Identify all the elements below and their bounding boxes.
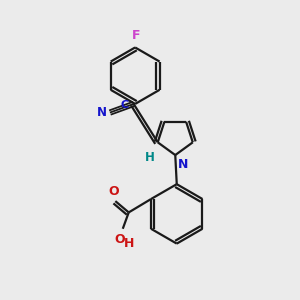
Text: C: C — [120, 100, 128, 110]
Text: H: H — [146, 151, 155, 164]
Text: O: O — [115, 233, 125, 246]
Text: F: F — [131, 29, 140, 42]
Text: H: H — [124, 237, 134, 250]
Text: N: N — [97, 106, 107, 119]
Text: N: N — [178, 158, 189, 171]
Text: O: O — [109, 184, 119, 198]
